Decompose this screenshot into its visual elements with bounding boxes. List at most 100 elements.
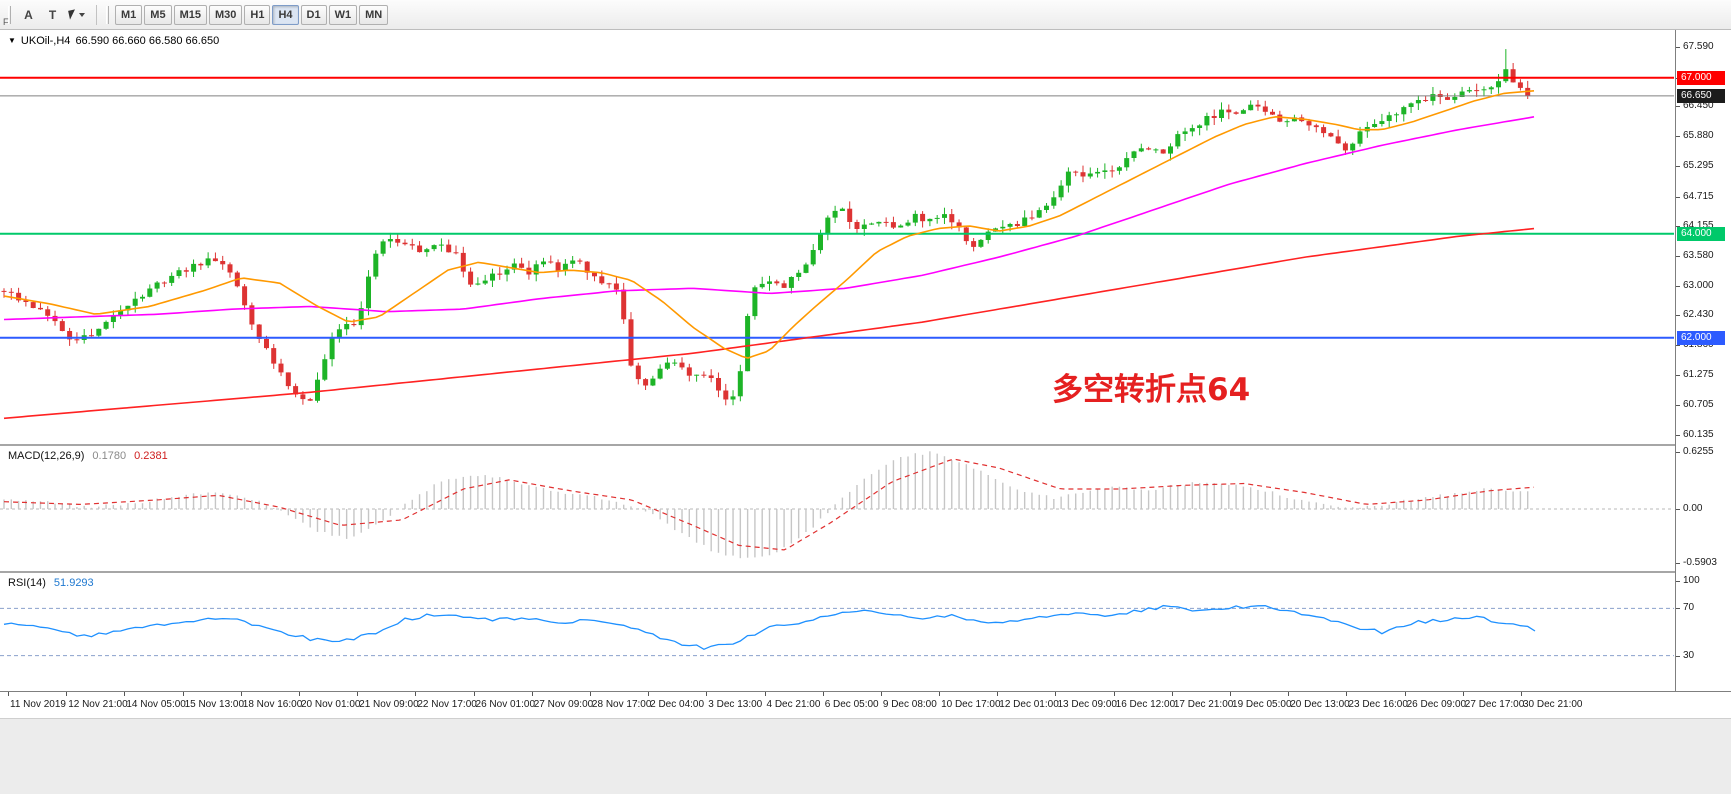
- rsi-name: RSI(14): [8, 577, 46, 589]
- time-axis-label: 26 Nov 01:00: [475, 699, 536, 710]
- timeframe-button-mn[interactable]: MN: [359, 4, 389, 25]
- axis-tick: [1676, 285, 1680, 287]
- time-tick: [939, 692, 941, 696]
- time-axis-label: 9 Dec 08:00: [882, 699, 937, 710]
- toolbar-overflow-marker: F: [3, 17, 9, 27]
- time-axis-label: 11 Nov 2019: [10, 699, 66, 710]
- time-tick: [1230, 692, 1232, 696]
- time-axis-label: 16 Dec 12:00: [1115, 699, 1176, 710]
- time-tick: [357, 692, 359, 696]
- time-tick: [473, 692, 475, 696]
- axis-tick: [1676, 608, 1680, 610]
- panel-divider-rsi[interactable]: [0, 571, 1731, 573]
- timeframe-button-m15[interactable]: M15: [173, 4, 207, 25]
- time-axis-label: 20 Nov 01:00: [300, 699, 361, 710]
- timeframe-buttons-group: M1 M5 M15 M30 H1 H4 D1 W1 MN: [115, 4, 390, 25]
- time-axis-label: 15 Nov 13:00: [184, 699, 245, 710]
- timeframe-button-w1[interactable]: W1: [328, 4, 358, 25]
- time-axis-label: 30 Dec 21:00: [1523, 699, 1583, 710]
- time-axis-label: 17 Dec 21:00: [1173, 699, 1234, 710]
- toolbar-grip-2[interactable]: [106, 5, 109, 24]
- axis-tick: [1676, 562, 1680, 564]
- time-tick: [822, 692, 824, 696]
- rsi-axis-label: 100: [1683, 575, 1700, 586]
- time-tick: [8, 692, 9, 696]
- time-axis-label: 12 Dec 01:00: [999, 699, 1059, 710]
- time-tick: [997, 692, 999, 696]
- time-tick: [1521, 692, 1522, 696]
- moving-average-line: [3, 116, 1535, 321]
- price-chart-svg[interactable]: [0, 30, 1675, 444]
- time-axis-label: 12 Nov 21:00: [68, 699, 128, 710]
- time-axis-label: 18 Nov 16:00: [242, 699, 303, 710]
- macd-main-value: 0.1780: [92, 450, 127, 462]
- macd-indicator-panel[interactable]: MACD(12,26,9) 0.1780 0.2381: [0, 446, 1675, 571]
- timeframe-button-d1[interactable]: D1: [300, 4, 327, 25]
- moving-average-line: [3, 90, 1535, 359]
- timeframe-button-h1[interactable]: H1: [244, 4, 271, 25]
- moving-average-line: [3, 227, 1535, 420]
- time-tick: [648, 692, 650, 696]
- rsi-value: 51.9293: [53, 577, 94, 589]
- time-axis-label: 28 Nov 17:00: [591, 699, 652, 710]
- chevron-down-icon: [78, 12, 85, 17]
- chart-text-annotation[interactable]: 多空转折点64: [1052, 372, 1251, 408]
- price-axis-label: 65.295: [1683, 160, 1714, 172]
- axis-tick: [1676, 344, 1680, 346]
- rsi-indicator-svg[interactable]: [0, 573, 1675, 691]
- time-tick: [589, 692, 591, 696]
- macd-axis-label: 0.6255: [1683, 446, 1714, 458]
- panel-divider-macd[interactable]: [0, 444, 1731, 446]
- timeframe-button-m1[interactable]: M1: [115, 4, 143, 25]
- window-bottom-area: [0, 718, 1731, 794]
- time-axis[interactable]: 11 Nov 2019 12 Nov 21:00 14 Nov 05:00 15 No…: [0, 691, 1731, 718]
- toolbar-grip[interactable]: [8, 5, 11, 24]
- price-axis-label: 63.000: [1683, 279, 1714, 291]
- time-tick: [415, 692, 417, 696]
- time-tick: [1171, 692, 1173, 696]
- timeframe-button-m5[interactable]: M5: [144, 4, 172, 25]
- time-axis-label: 26 Dec 09:00: [1406, 699, 1467, 710]
- chart-symbol-label: UKOil-,H4: [20, 35, 71, 47]
- rsi-axis-label: 30: [1683, 649, 1695, 661]
- time-tick: [764, 692, 766, 696]
- time-tick: [1288, 692, 1290, 696]
- price-axis-label: 65.880: [1683, 129, 1714, 141]
- macd-signal-line: [3, 458, 1535, 551]
- time-axis-label: 4 Dec 21:00: [766, 699, 821, 710]
- axis-tick: [1676, 106, 1680, 108]
- price-axis[interactable]: 67.590 67.000 66.450 65.880 65.295 64.715 64.1…: [1675, 30, 1731, 691]
- axis-tick: [1676, 452, 1680, 454]
- time-tick: [880, 692, 882, 696]
- time-axis-label: 27 Nov 09:00: [533, 699, 594, 710]
- axis-tick: [1676, 225, 1680, 227]
- price-chart-panel[interactable]: ▼ UKOil-,H4 66.590 66.660 66.580 66.650 …: [0, 30, 1675, 444]
- timeframe-button-h4[interactable]: H4: [272, 4, 299, 25]
- axis-tick: [1676, 135, 1680, 137]
- axis-tick: [1676, 581, 1680, 582]
- macd-indicator-svg[interactable]: [0, 446, 1675, 571]
- macd-name: MACD(12,26,9): [8, 450, 85, 462]
- time-axis-label: 10 Dec 17:00: [941, 699, 1001, 710]
- axis-tick: [1676, 166, 1680, 168]
- rsi-indicator-panel[interactable]: RSI(14) 51.9293: [0, 573, 1675, 691]
- price-axis-label: 60.705: [1683, 399, 1714, 411]
- rsi-axis-label: 70: [1683, 602, 1695, 614]
- font-tool-button[interactable]: A: [24, 7, 33, 22]
- text-tool-button[interactable]: T: [48, 7, 57, 22]
- price-axis-label: 63.580: [1683, 249, 1714, 261]
- time-axis-label: 21 Nov 09:00: [359, 699, 419, 710]
- time-axis-label: 20 Dec 13:00: [1290, 699, 1350, 710]
- time-tick: [66, 692, 68, 696]
- macd-signal-value: 0.2381: [134, 450, 168, 462]
- time-tick: [124, 692, 126, 696]
- time-tick: [1404, 692, 1406, 696]
- draw-objects-tool-button[interactable]: [65, 4, 88, 26]
- time-tick: [182, 692, 184, 696]
- timeframe-button-m30[interactable]: M30: [208, 4, 243, 25]
- macd-axis-label: -0.5903: [1683, 556, 1717, 568]
- axis-tick: [1676, 434, 1680, 436]
- rsi-line: [3, 604, 1536, 651]
- cursor-icon: [67, 9, 77, 20]
